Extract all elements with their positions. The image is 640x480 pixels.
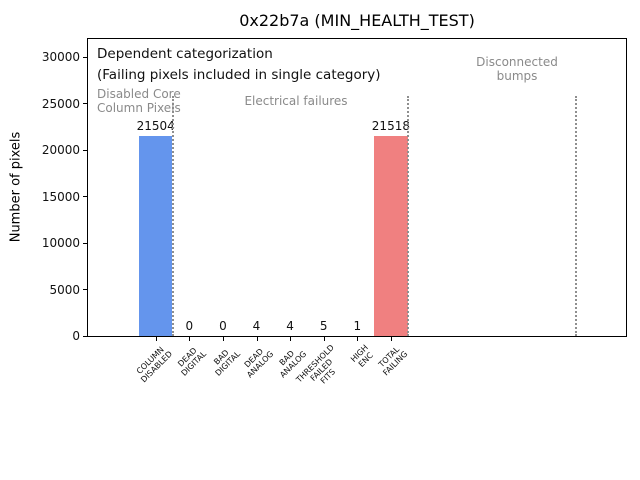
bar-value-label: 0 (185, 319, 194, 333)
bar-value-label: 4 (286, 318, 294, 333)
x-tick-mark (256, 337, 258, 341)
y-tick-mark (83, 103, 87, 104)
x-tick-label-text: DEAD DIGITAL (173, 343, 208, 378)
section-separator (171, 96, 174, 336)
y-tick-label: 20000 (41, 143, 80, 157)
section-label: Electrical failures (244, 94, 348, 109)
y-tick-mark (83, 149, 87, 151)
y-tick-mark (83, 196, 87, 197)
annotation-dependent-categorization: Dependent categorization (97, 46, 273, 62)
x-tick-mark (222, 337, 224, 341)
y-tick-label: 15000 (41, 189, 80, 204)
chart-title: 0x22b7a (MIN_HEALTH_TEST) (239, 11, 475, 30)
label-line: Electrical failures (244, 94, 348, 108)
y-tick-mark (83, 335, 87, 337)
x-tick-label-text: DEAD ANALOG (239, 343, 276, 380)
x-tick-mark (290, 337, 292, 341)
x-tick-label-text: HIGH ENC (349, 343, 376, 370)
y-tick-label: 5000 (49, 282, 80, 297)
label-line: Disabled Core (97, 87, 181, 101)
y-tick-mark (83, 56, 87, 58)
x-tick-label-text: TOTAL FAILING (375, 343, 410, 378)
y-tick-label: 30000 (41, 50, 80, 64)
y-tick-mark (83, 289, 87, 290)
bar-value-label: 21504 (136, 119, 175, 133)
x-tick-mark (189, 337, 191, 341)
section-label: Disconnected bumps (476, 55, 558, 83)
annotation-failing-pixels-note: (Failing pixels included in single categ… (97, 67, 381, 83)
bar-value-label: 1 (353, 318, 362, 333)
section-separator (406, 96, 409, 336)
label-line: Disconnected (476, 55, 558, 69)
x-tick-mark (357, 337, 359, 341)
axes-frame (87, 38, 627, 337)
x-tick-mark (390, 337, 392, 341)
x-tick-mark (155, 337, 157, 341)
bar-value-label: 21518 (371, 118, 410, 133)
section-separator (574, 96, 577, 336)
y-axis-label: Number of pixels (8, 131, 24, 243)
bar-value-label: 5 (319, 318, 328, 333)
y-tick-mark (83, 242, 87, 244)
x-tick-mark (323, 337, 325, 341)
x-tick-label-text: COLUMN DISABLED (133, 343, 174, 384)
y-tick-label: 0 (72, 329, 80, 343)
bar-value-label: 4 (252, 318, 261, 333)
bar-total_failing (374, 135, 408, 336)
bar-value-label: 0 (219, 319, 227, 333)
label-line: bumps (496, 68, 538, 83)
bar-column_disabled (138, 136, 173, 336)
section-label: Disabled Core Column Pixels (97, 87, 181, 115)
y-tick-label: 10000 (41, 236, 80, 250)
y-tick-label: 25000 (41, 96, 80, 111)
label-line: Column Pixels (97, 100, 181, 115)
x-tick-label-text: BAD DIGITAL (207, 343, 242, 378)
